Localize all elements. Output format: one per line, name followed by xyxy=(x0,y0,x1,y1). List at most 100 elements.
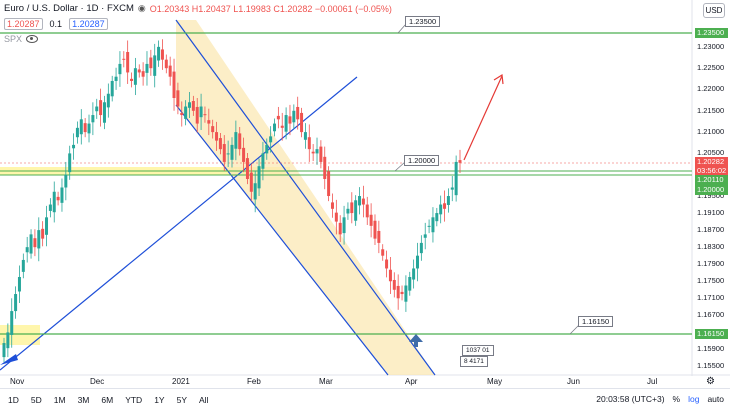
price-tick-label: 1.16700 xyxy=(697,310,725,320)
candle-body xyxy=(48,204,52,211)
candle-body xyxy=(435,213,439,222)
candle-body xyxy=(381,249,385,256)
candle-body xyxy=(215,132,219,141)
candle-body xyxy=(141,71,145,77)
settings-icon[interactable]: ⚙ xyxy=(706,376,715,387)
candle-body xyxy=(37,230,41,249)
leader-middle xyxy=(394,161,406,172)
candle-body xyxy=(211,126,215,133)
candle-body xyxy=(439,204,443,215)
candle-body xyxy=(102,102,106,123)
candle-body xyxy=(33,238,37,248)
candle-body xyxy=(377,230,381,243)
spread-value: 0.1 xyxy=(46,18,66,30)
candle-body xyxy=(265,144,269,154)
eye-icon[interactable]: ◉ xyxy=(137,3,146,13)
ohlc-values: O1.20343 H1.20437 L1.19983 C1.20282 −0.0… xyxy=(149,3,392,14)
time-tick-label: 2021 xyxy=(172,377,190,386)
tag-123500: 1.23500 xyxy=(695,28,728,38)
candle-body xyxy=(149,57,153,69)
visibility-icon[interactable] xyxy=(26,35,39,43)
candle-body xyxy=(56,196,60,201)
candle-body xyxy=(10,311,14,335)
log-toggle[interactable]: log xyxy=(688,394,700,404)
tag-120110: 1.20110 xyxy=(695,175,728,185)
up-arrow-icon xyxy=(409,334,423,347)
candle-body xyxy=(311,151,315,154)
candle-body xyxy=(168,65,172,77)
candle-body xyxy=(454,161,458,196)
ask-price-box[interactable]: 1.20287 xyxy=(69,18,108,30)
candle-body xyxy=(280,125,284,128)
price-tick-label: 1.23000 xyxy=(697,41,725,51)
symbol-title[interactable]: Euro / U.S. Dollar · 1D · FXCM xyxy=(4,3,134,14)
event-flag-b[interactable]: 8 4171 xyxy=(460,356,488,367)
price-tick-label: 1.18300 xyxy=(697,242,725,252)
candle-body xyxy=(114,76,118,81)
time-tick-label: Dec xyxy=(90,377,105,386)
candle-body xyxy=(269,136,273,143)
candle-body xyxy=(419,242,423,254)
candle-body xyxy=(431,217,435,233)
event-flag-a[interactable]: 1037 01 xyxy=(462,345,494,356)
candle-body xyxy=(72,144,76,149)
timeframe-5y[interactable]: 5Y xyxy=(176,395,187,405)
timeframe-5d[interactable]: 5D xyxy=(30,395,42,405)
candle-body xyxy=(68,153,72,173)
candle-body xyxy=(187,102,191,108)
indicator-label[interactable]: SPX xyxy=(4,34,23,44)
candle-body xyxy=(446,196,450,205)
timeframe-1m[interactable]: 1M xyxy=(53,395,66,405)
time-tick-label: Jun xyxy=(567,377,580,386)
price-tick-label: 1.22500 xyxy=(697,63,725,73)
candle-body xyxy=(443,203,447,209)
percent-toggle[interactable]: % xyxy=(672,394,681,404)
timeframe-1d[interactable]: 1D xyxy=(8,395,19,405)
candle-body xyxy=(458,160,462,163)
chart-legend: Euro / U.S. Dollar · 1D · FXCM ◉ O1.2034… xyxy=(4,3,392,14)
candle-body xyxy=(52,191,56,213)
timeframe-6m[interactable]: 6M xyxy=(101,395,114,405)
time-tick-label: Mar xyxy=(319,377,333,386)
time-tick-label: Jul xyxy=(647,377,658,386)
candle-body xyxy=(110,80,114,97)
level-label-top[interactable]: 1.23500 xyxy=(405,16,441,27)
candle-body xyxy=(83,123,87,133)
candle-body xyxy=(253,183,257,200)
timeframe-all[interactable]: All xyxy=(199,395,209,405)
candle-body xyxy=(126,51,130,73)
candle-body xyxy=(195,106,199,124)
bottom-toolbar: 1D 5D 1M 3M 6M YTD 1Y 5Y All 20:03:58 (U… xyxy=(0,388,730,411)
candle-body xyxy=(29,234,33,254)
bid-ask-row: 1.20287 0.1 1.20287 xyxy=(4,18,108,30)
currency-badge[interactable]: USD xyxy=(703,3,725,18)
candle-body xyxy=(184,106,188,119)
candle-body xyxy=(95,106,99,112)
candle-body xyxy=(64,174,68,188)
candle-body xyxy=(199,106,203,118)
auto-toggle[interactable]: auto xyxy=(707,394,724,404)
candle-body xyxy=(284,115,288,132)
timeframe-ytd[interactable]: YTD xyxy=(125,395,143,405)
candle-body xyxy=(257,166,261,189)
candle-body xyxy=(358,196,362,206)
timeframe-3m[interactable]: 3M xyxy=(77,395,90,405)
candle-body xyxy=(17,276,21,292)
candle-body xyxy=(172,71,176,99)
timeframe-1y[interactable]: 1Y xyxy=(154,395,165,405)
candle-body xyxy=(303,132,307,140)
tag-120000: 1.20000 xyxy=(695,185,728,195)
channel-upper-line xyxy=(175,19,436,376)
level-label-middle[interactable]: 1.20000 xyxy=(404,155,440,166)
candle-body xyxy=(238,133,242,150)
candle-body xyxy=(330,202,334,209)
candle-body xyxy=(137,69,141,73)
candle-body xyxy=(300,112,304,133)
price-chart[interactable] xyxy=(0,0,730,388)
clock-readout[interactable]: 20:03:58 (UTC+3) xyxy=(596,394,665,404)
price-tick-label: 1.15900 xyxy=(697,344,725,354)
bid-price-box[interactable]: 1.20287 xyxy=(4,18,43,30)
level-label-bottom[interactable]: 1.16150 xyxy=(578,316,614,327)
candle-body xyxy=(388,269,392,282)
candle-body xyxy=(245,158,249,179)
